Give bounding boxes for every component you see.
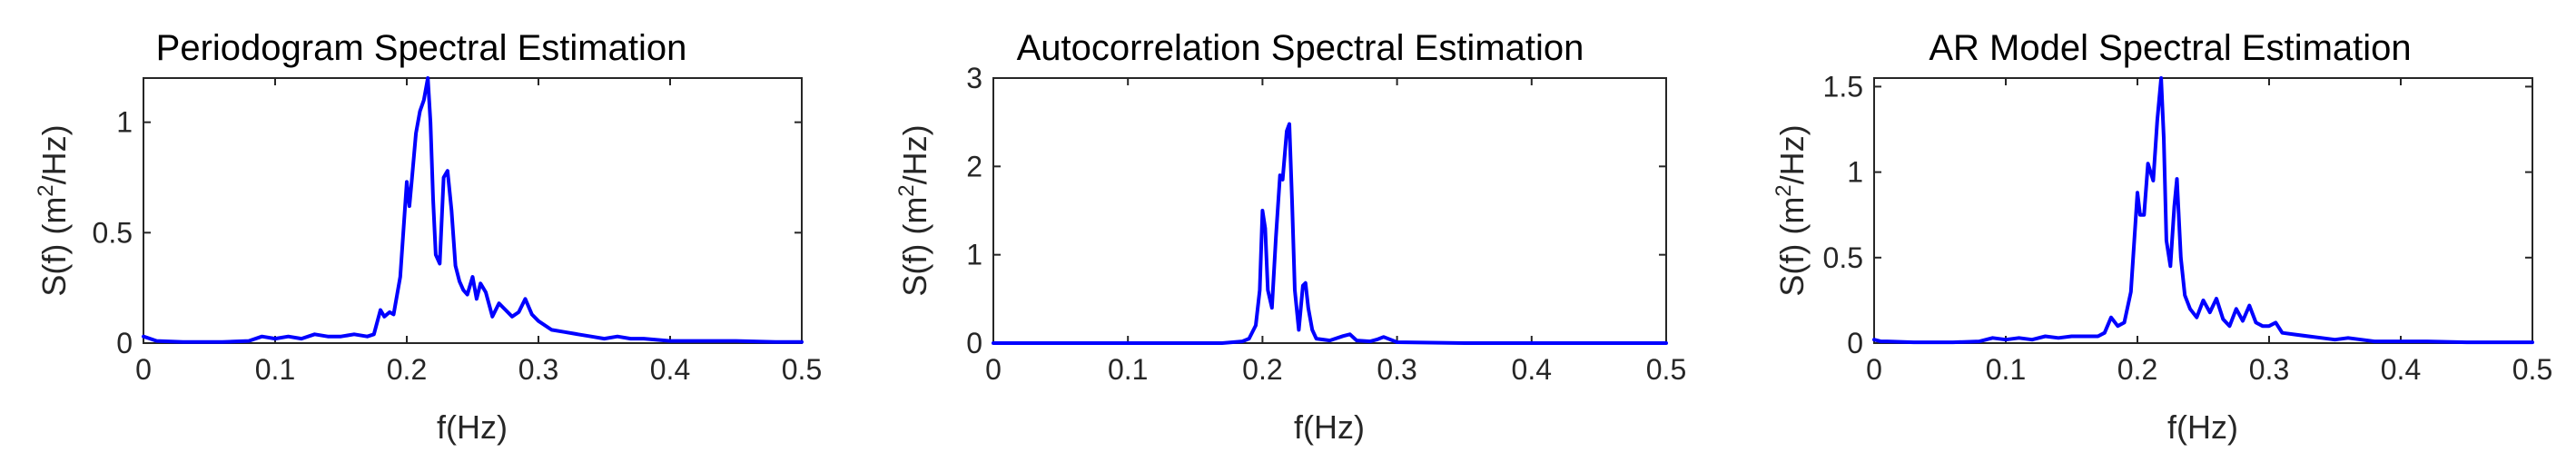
x-axis-label: f(Hz): [437, 408, 508, 446]
x-tick-label: 0: [135, 353, 152, 386]
axis-ticks: 0 0.1 0.2 0.3 0.4 0.5 0 0.5 1: [93, 78, 822, 386]
x-tick-label: 0.5: [1646, 353, 1686, 386]
y-tick-label: 0.5: [93, 216, 133, 249]
x-tick-label: 0.5: [2512, 353, 2552, 386]
chart-title: AR Model Spectral Estimation: [1929, 28, 2411, 68]
x-tick-label: 0.3: [2249, 353, 2289, 386]
axis-ticks: 0 0.1 0.2 0.3 0.4 0.5 0 1 2 3: [966, 62, 1686, 386]
x-tick-label: 0.2: [387, 353, 427, 386]
x-axis-label: f(Hz): [2167, 408, 2238, 446]
y-tick-label: 1: [1847, 156, 1863, 189]
y-tick-label: 0.5: [1823, 241, 1863, 274]
y-tick-label: 2: [966, 150, 982, 182]
y-tick-label: 1: [116, 106, 133, 139]
x-tick-label: 0.1: [1986, 353, 2026, 386]
x-tick-label: 0.4: [2381, 353, 2421, 386]
x-tick-label: 0: [1866, 353, 1882, 386]
x-tick-label: 0.4: [1512, 353, 1552, 386]
y-tick-label: 1.5: [1823, 70, 1863, 103]
x-tick-label: 0.1: [1108, 353, 1148, 386]
y-axis-label: S(f) (m2/Hz): [894, 124, 933, 296]
y-axis-label: S(f) (m2/Hz): [34, 124, 73, 296]
y-tick-label: 1: [966, 239, 982, 271]
y-tick-label: 3: [966, 62, 982, 94]
x-tick-label: 0.5: [782, 353, 822, 386]
chart-title: Periodogram Spectral Estimation: [156, 28, 687, 68]
plot-area: [1873, 77, 2533, 344]
x-tick-label: 0.1: [255, 353, 295, 386]
ar-model-panel: AR Model Spectral Estimation 0 0.1 0.2 0.3 0…: [1772, 28, 2552, 446]
y-tick-label: 0: [966, 327, 982, 359]
plot-area: [143, 77, 803, 344]
x-tick-label: 0.2: [1242, 353, 1282, 386]
x-tick-label: 0: [985, 353, 1002, 386]
x-tick-label: 0.2: [2117, 353, 2157, 386]
plot-area: [992, 77, 1667, 344]
series-line: [142, 76, 804, 344]
x-axis-label: f(Hz): [1294, 408, 1365, 446]
x-tick-label: 0.3: [1377, 353, 1416, 386]
axis-ticks: 0 0.1 0.2 0.3 0.4 0.5 0 0.5 1 1.5: [1823, 70, 2553, 386]
periodogram-panel: Periodogram Spectral Estimation 0 0.1 0.2 0…: [34, 28, 822, 446]
x-tick-label: 0.4: [650, 353, 690, 386]
x-tick-label: 0.3: [518, 353, 558, 386]
y-axis-label: S(f) (m2/Hz): [1772, 124, 1811, 296]
y-tick-label: 0: [116, 327, 133, 359]
series-line: [1872, 76, 2534, 345]
chart-title: Autocorrelation Spectral Estimation: [1017, 28, 1584, 68]
autocorrelation-panel: Autocorrelation Spectral Estimation 0 0.1…: [894, 28, 1686, 446]
series-line: [992, 122, 1668, 345]
y-tick-label: 0: [1847, 327, 1863, 359]
